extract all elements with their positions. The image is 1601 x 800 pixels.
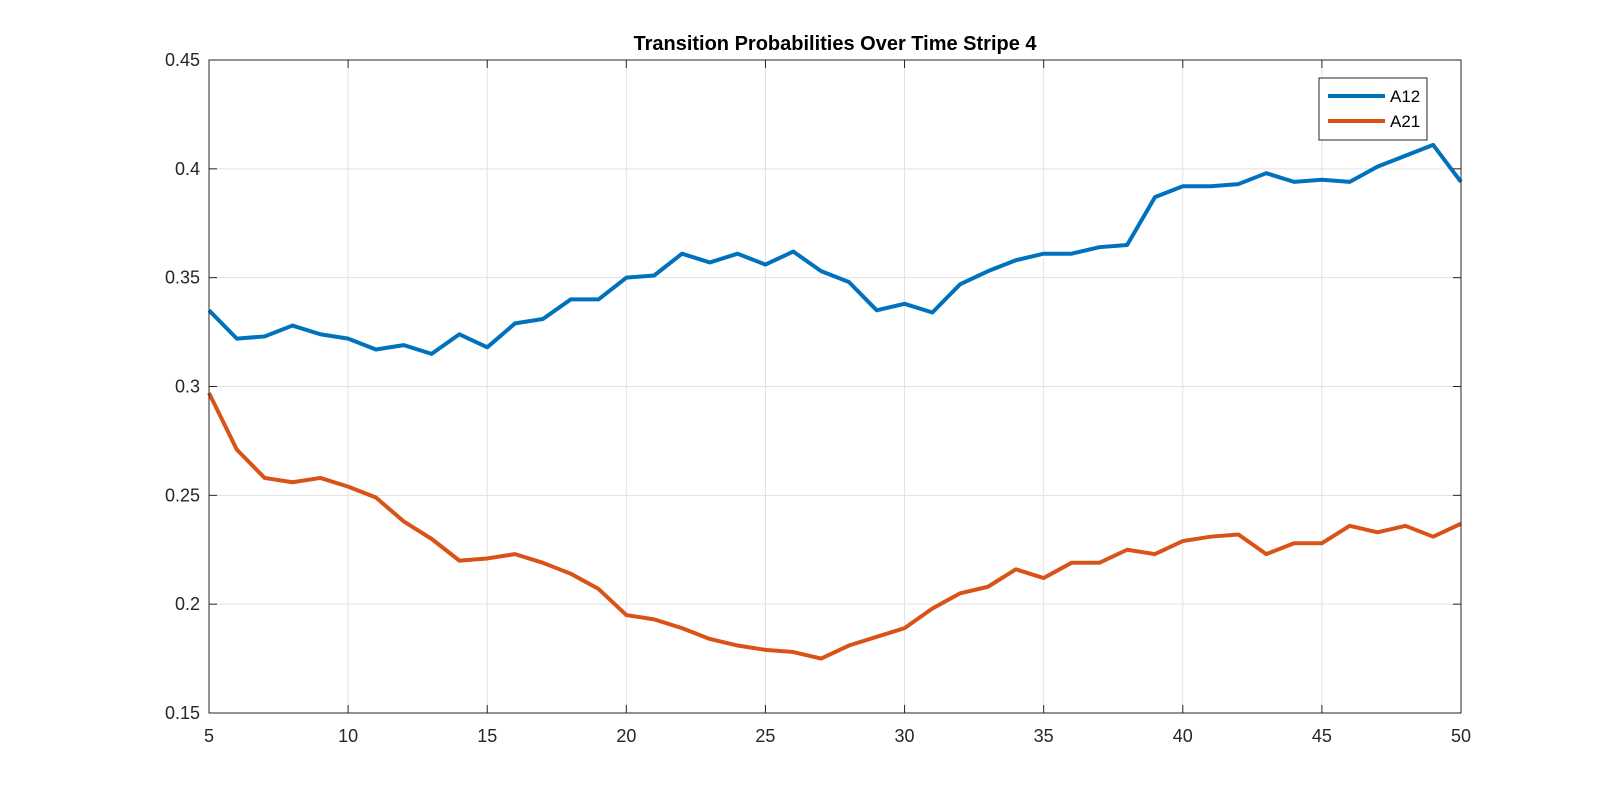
series-line-a12 (207, 142, 1463, 356)
x-tick-label: 50 (1451, 726, 1471, 746)
x-tick-label: 5 (204, 726, 214, 746)
grid (209, 60, 1461, 713)
series-line-a21 (207, 392, 1462, 661)
x-tick-label: 20 (616, 726, 636, 746)
legend-label-a12: A12 (1390, 87, 1420, 106)
legend-label-a21: A21 (1390, 112, 1420, 131)
chart-title: Transition Probabilities Over Time Strip… (633, 33, 1037, 55)
y-tick-label: 0.15 (165, 703, 200, 723)
x-tick-label: 35 (1034, 726, 1054, 746)
x-tick-label: 10 (338, 726, 358, 746)
y-tick-label: 0.25 (165, 485, 200, 505)
series-layer (207, 142, 1463, 661)
y-tick-label: 0.35 (165, 268, 200, 288)
x-tick-label: 25 (755, 726, 775, 746)
y-tick-label: 0.2 (175, 594, 200, 614)
y-tick-label: 0.4 (175, 159, 200, 179)
legend-box (1318, 77, 1428, 141)
y-tick-label: 0.3 (175, 377, 200, 397)
x-tick-label: 45 (1312, 726, 1332, 746)
x-tick-label: 40 (1173, 726, 1193, 746)
ticks: 5 10 15 20 25 30 35 40 45 50 0.15 0.2 0.25 0.3 0.35 0.4… (165, 50, 1471, 746)
x-tick-label: 15 (477, 726, 497, 746)
x-tick-label: 30 (895, 726, 915, 746)
y-tick-label: 0.45 (165, 50, 200, 70)
